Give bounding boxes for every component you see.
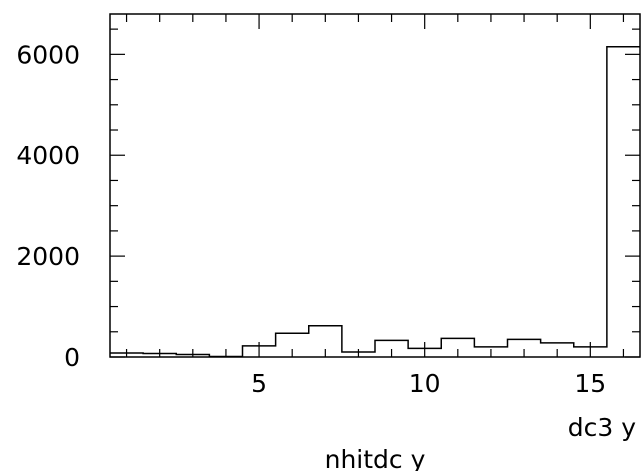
histogram-bins [110,47,640,357]
histogram-bin [375,340,408,357]
x-tick-label: 5 [251,369,267,398]
histogram-bin [574,347,607,357]
histogram-bin [408,348,441,357]
y-tick-label: 2000 [16,242,80,271]
histogram-bin [243,346,276,357]
plot-frame [109,13,641,358]
histogram-bin [474,347,507,357]
histogram-bin [441,338,474,357]
y-tick-label: 6000 [16,40,80,69]
axis-ticks [110,14,640,358]
histogram-bin [276,333,309,357]
histogram-bin [508,339,541,357]
axis-tick-labels: 5 10 15 0 2000 4000 6000 [16,40,606,398]
histogram-outline [110,46,640,358]
y-tick-label: 4000 [16,141,80,170]
histogram-bin [342,352,375,357]
x-tick-label: 10 [409,369,441,398]
histogram-bin [309,326,342,357]
axis-label-dc3-y: dc3 y [568,413,636,442]
x-axis-title: nhitdc y [325,445,426,471]
histogram-bin [541,343,574,357]
x-tick-label: 15 [574,369,606,398]
y-tick-label: 0 [64,343,80,372]
histogram-bin [607,47,640,357]
